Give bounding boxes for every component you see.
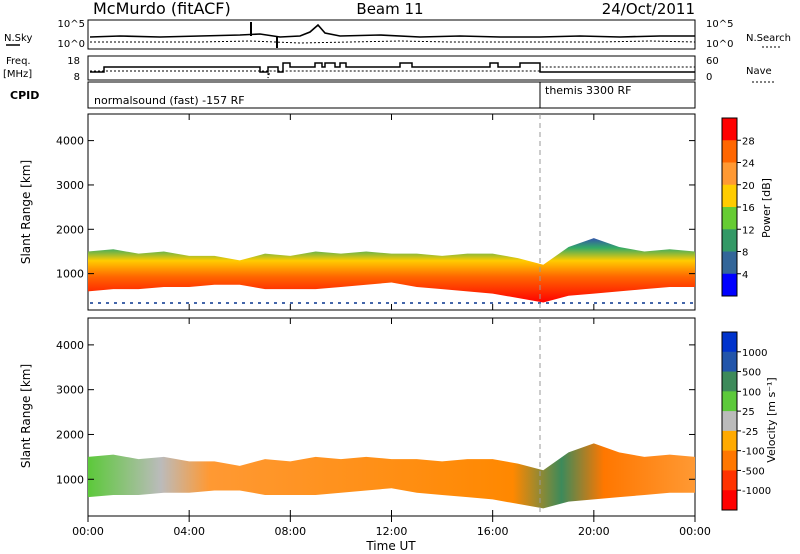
nsky-tick-bottom: 10^0	[58, 39, 85, 50]
power-colorbar-block	[722, 273, 737, 297]
power-colorbar-block	[722, 162, 737, 186]
power-scatter-band	[88, 238, 695, 303]
x-tick-label: 08:00	[274, 525, 306, 538]
velocity-colorbar-block	[722, 470, 737, 491]
power-ytick-label: 3000	[56, 179, 84, 192]
freq-panel-frame	[87, 55, 696, 81]
cpid-segment-2: themis 3300 RF	[545, 84, 632, 97]
nsky-trace	[89, 23, 695, 38]
nsearch-trace	[90, 40, 696, 44]
velocity-ytick-label: 4000	[56, 339, 84, 352]
velocity-ytick-label: 3000	[56, 384, 84, 397]
velocity-colorbar-block	[722, 391, 737, 412]
x-axis: 00:00 04:00 08:00 12:00 16:00 20:00 00:00	[72, 516, 711, 538]
beam-title: Beam 11	[356, 0, 423, 18]
date-title: 24/Oct/2011	[602, 0, 695, 18]
velocity-colorbar-label: Velocity [m s⁻¹]	[765, 377, 778, 462]
velocity-colorbar-block	[722, 332, 737, 353]
power-ytick-label: 2000	[56, 223, 84, 236]
velocity-ylabel: Slant Range [km]	[19, 364, 33, 468]
power-colorbar: 28 24 20 16 12 8 4 Power [dB]	[721, 117, 773, 297]
power-colorbar-tick-label: 20	[742, 181, 755, 192]
power-colorbar-tick-label: 16	[742, 203, 755, 214]
velocity-colorbar-tick-label: 100	[742, 387, 761, 398]
power-panel: 1000 2000 3000 4000 Slant Range [km]	[19, 113, 696, 311]
power-colorbar-block	[722, 251, 737, 275]
x-tick-label: 00:00	[72, 525, 104, 538]
freq-label-bottom: [MHz]	[3, 69, 32, 80]
x-axis-label: Time UT	[365, 539, 416, 553]
power-y-axis: 1000 2000 3000 4000	[56, 114, 696, 310]
power-ytick-label: 1000	[56, 268, 84, 281]
velocity-colorbar-block	[722, 371, 737, 392]
nave-tick-bottom: 0	[706, 72, 712, 83]
x-tick-label: 00:00	[679, 525, 711, 538]
station-title: McMurdo (fitACF)	[93, 0, 231, 18]
velocity-colorbar-block	[722, 430, 737, 452]
cpid-segment-1: normalsound (fast) -157 RF	[94, 94, 245, 107]
nsky-label: N.Sky	[4, 33, 32, 44]
power-ytick-label: 4000	[56, 135, 84, 148]
power-colorbar-block	[722, 184, 737, 208]
power-colorbar-tick-label: 28	[742, 136, 755, 147]
power-colorbar-block	[722, 229, 737, 252]
velocity-colorbar-tick-label: -1000	[742, 486, 771, 497]
velocity-colorbar-block	[722, 490, 737, 511]
velocity-colorbar-tick-label: -500	[742, 466, 765, 477]
power-colorbar-tick-label: 24	[742, 159, 755, 170]
velocity-colorbar-tick-label: 500	[742, 368, 761, 379]
velocity-colorbar-tick-label: 1000	[742, 348, 767, 359]
power-colorbar-tick-label: 4	[742, 270, 748, 281]
velocity-colorbar-tick-label: -25	[742, 427, 758, 438]
nave-trace	[90, 66, 695, 79]
nave-tick-top: 60	[706, 56, 719, 67]
velocity-ytick-label: 2000	[56, 428, 84, 441]
x-tick-label: 12:00	[376, 525, 408, 538]
power-colorbar-block	[722, 118, 737, 141]
power-colorbar-label: Power [dB]	[760, 178, 773, 238]
nsky-panel-frame	[87, 19, 696, 50]
velocity-y-axis: 1000 2000 3000 4000	[56, 318, 696, 516]
cpid-label: CPID	[10, 89, 39, 102]
cpid-panel-frame	[87, 81, 696, 109]
velocity-colorbar-block	[722, 351, 737, 373]
x-tick-label: 16:00	[477, 525, 509, 538]
freq-label-top: Freq.	[6, 56, 31, 67]
nave-label: Nave	[746, 66, 772, 77]
x-tick-label: 04:00	[173, 525, 205, 538]
nsearch-label: N.Search	[746, 33, 791, 44]
x-tick-label: 20:00	[578, 525, 610, 538]
freq-tick-top: 18	[67, 56, 80, 67]
freq-tick-bottom: 8	[74, 72, 80, 83]
nsearch-tick-top: 10^5	[706, 19, 733, 30]
power-colorbar-block	[722, 140, 737, 163]
velocity-ytick-label: 1000	[56, 473, 84, 486]
power-colorbar-tick-label: 12	[742, 225, 755, 236]
nsky-tick-top: 10^5	[58, 19, 85, 30]
nsearch-tick-bottom: 10^0	[706, 39, 733, 50]
velocity-colorbar-block	[722, 411, 737, 432]
power-ylabel: Slant Range [km]	[19, 160, 33, 264]
velocity-colorbar: 1000 500 100 25 -25 -100 -500 -1000 Velocity [m…	[721, 331, 778, 511]
velocity-colorbar-block	[722, 450, 737, 471]
velocity-colorbar-tick-label: -100	[742, 447, 765, 458]
power-colorbar-tick-label: 8	[742, 248, 748, 259]
power-colorbar-block	[722, 207, 737, 230]
velocity-colorbar-tick-label: 25	[742, 407, 755, 418]
freq-trace	[90, 62, 695, 73]
velocity-panel: 1000 2000 3000 4000 Slant Range [km]	[19, 317, 696, 517]
velocity-scatter-band	[88, 443, 695, 509]
